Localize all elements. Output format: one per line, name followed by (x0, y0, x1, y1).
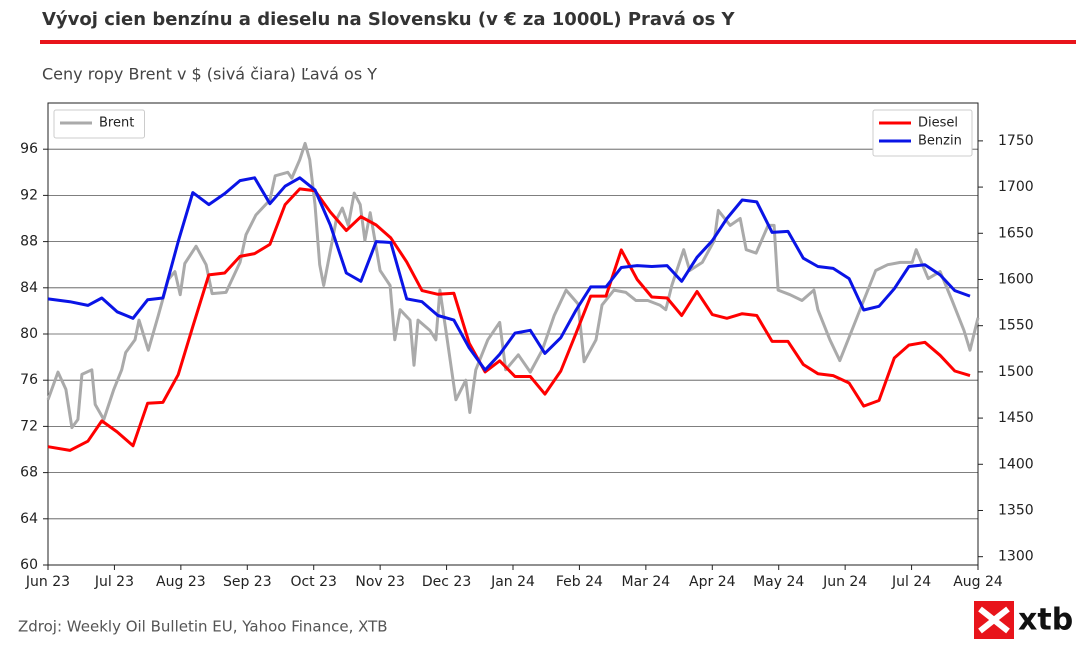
y-tick-label: 64 (20, 511, 38, 527)
legend-label: Diesel (918, 116, 958, 131)
y2-tick-label: 1300 (998, 549, 1034, 565)
logo: xtb (974, 601, 1073, 639)
x-tick-label: Aug 23 (156, 574, 206, 590)
logo-text: xtb (1018, 603, 1073, 638)
y2-tick-label: 1350 (998, 502, 1034, 518)
legend: Diesel Benzin (872, 109, 973, 157)
series-line (47, 187, 971, 452)
x-tick-label: Jan 24 (490, 574, 535, 590)
y-tick-label: 76 (20, 372, 38, 388)
y-tick-label: 60 (20, 557, 38, 573)
x-tick-label: Sep 23 (223, 574, 272, 590)
y-tick-label: 92 (20, 187, 38, 203)
x-tick-label: Jun 24 (822, 574, 867, 590)
y-tick-label: 96 (20, 141, 38, 157)
y2-tick-label: 1700 (998, 179, 1034, 195)
series-line (46, 141, 980, 430)
legend-label: Brent (99, 116, 134, 131)
y-tick-label: 80 (20, 326, 38, 342)
x-tick-label: Apr 24 (689, 574, 736, 590)
y2-tick-label: 1750 (998, 133, 1034, 149)
y-tick-label: 88 (20, 234, 38, 250)
chart-title: Vývoj cien benzínu a dieselu na Slovensk… (42, 9, 736, 30)
chart-subtitle: Ceny ropy Brent v $ (sivá čiara) Ľavá os… (42, 65, 377, 84)
x-tick-label: Jun 23 (25, 574, 70, 590)
y2-tick-label: 1650 (998, 225, 1034, 241)
y2-tick-label: 1600 (998, 271, 1034, 287)
y2-tick-label: 1500 (998, 364, 1034, 380)
logo-x (978, 606, 1010, 634)
legend-box (53, 109, 145, 139)
x-tick-label: May 24 (753, 574, 804, 590)
y2-tick-label: 1450 (998, 410, 1034, 426)
y-tick-label: 72 (20, 418, 38, 434)
x-tick-label: Oct 23 (290, 574, 336, 590)
y-tick-label: 68 (20, 465, 38, 481)
series-line (47, 176, 971, 372)
y2-tick-label: 1550 (998, 318, 1034, 334)
source-note: Zdroj: Weekly Oil Bulletin EU, Yahoo Fin… (18, 618, 388, 636)
y2-tick-label: 1400 (998, 456, 1034, 472)
x-tick-label: Aug 24 (953, 574, 1003, 590)
x-tick-label: Jul 23 (94, 574, 134, 590)
x-tick-label: Dec 23 (422, 574, 471, 590)
x-tick-label: Mar 24 (622, 574, 671, 590)
x-tick-label: Feb 24 (556, 574, 603, 590)
y-tick-label: 84 (20, 280, 38, 296)
x-tick-label: Nov 23 (355, 574, 405, 590)
legend: Brent (53, 109, 145, 139)
title-rule (40, 40, 1076, 44)
legend-label: Benzin (918, 134, 962, 149)
x-tick-label: Jul 24 (891, 574, 931, 590)
